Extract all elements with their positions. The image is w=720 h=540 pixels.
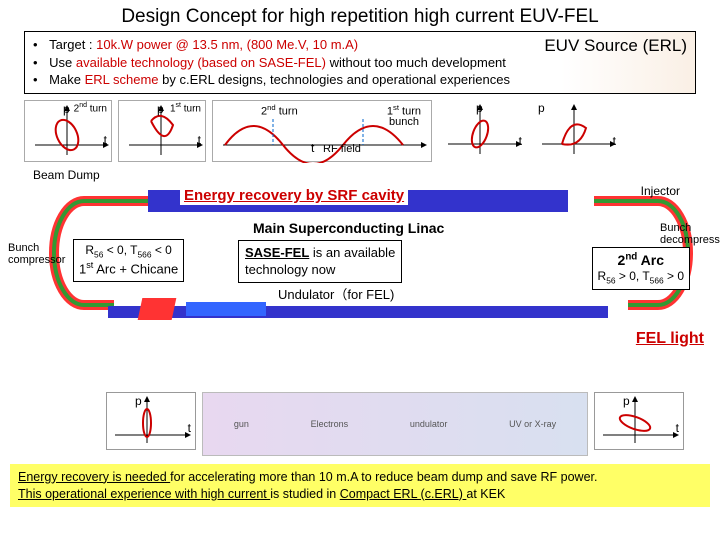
bullet-3: Make ERL scheme by c.ERL designs, techno… — [33, 71, 687, 89]
page-title: Design Concept for high repetition high … — [0, 0, 720, 31]
bullet-1b: 10k.W power @ 13.5 nm, (800 Me.V, 10 m.A… — [96, 37, 358, 52]
bunch-decompressor-label: Bunch decompressor — [660, 222, 712, 246]
bullet-2a: Use — [49, 55, 76, 70]
arc1-title: 1st Arc + Chicane — [79, 260, 178, 278]
footer-l1: Energy recovery is needed for accelerati… — [18, 469, 702, 486]
rf-2nd: 2nd turn — [261, 103, 298, 118]
footer-box: Energy recovery is needed for accelerati… — [10, 464, 710, 508]
pt-axes-icon — [107, 393, 197, 451]
axis-t: t — [198, 133, 201, 147]
undulator-label: Undulator（for FEL) — [278, 284, 394, 303]
chicane-icon — [138, 298, 177, 320]
pt-label-1: 1st turn — [170, 102, 201, 114]
sase-l2: technology now — [245, 261, 395, 279]
injector-label: Injector — [641, 184, 680, 198]
axis-p: p — [476, 101, 483, 115]
arrow-bar — [186, 302, 266, 316]
fel-light-label: FEL light — [636, 330, 704, 348]
arc2-title: 2nd Arc — [598, 251, 684, 269]
bottom-row: p t gun Electrons undulator UV or X-ray … — [10, 392, 710, 456]
axis-p: p — [538, 101, 545, 115]
bullet-3b: ERL scheme — [85, 72, 159, 87]
pt-bottom-left: p t — [106, 392, 196, 450]
sase-box: SASE-FEL is an available technology now — [238, 240, 402, 283]
pt-label-2: 2nd turn — [74, 102, 107, 114]
pt-plot-1st: p t 1st turn — [118, 100, 206, 162]
axis-t: t — [188, 421, 191, 435]
axis-p: p — [623, 394, 630, 408]
source-label: EUV Source (ERL) — [544, 36, 687, 56]
bullet-2c: without too much development — [326, 55, 506, 70]
gun-schematic: gun Electrons undulator UV or X-ray — [202, 392, 588, 456]
und-lbl: undulator — [410, 419, 448, 429]
sase-l1: SASE-FEL is an available — [245, 244, 395, 262]
bullet-1a: Target : — [49, 37, 96, 52]
bullet-2: Use available technology (based on SASE-… — [33, 54, 687, 72]
axis-p: p — [63, 102, 70, 116]
axis-t: t — [613, 134, 616, 148]
axis-t: t — [311, 141, 314, 155]
layout-diagram: Beam Dump Injector Bunch compressor Bunc… — [8, 162, 712, 392]
arc1-r56: R56 < 0, T566 < 0 — [79, 243, 178, 260]
energy-recovery-label: Energy recovery by SRF cavity — [180, 186, 408, 205]
axis-p: p — [135, 394, 142, 408]
pt-plot-right-1: p t — [438, 100, 526, 162]
axis-t: t — [676, 421, 679, 435]
rf-plot: 2nd turn 1st turn bunch RF field t — [212, 100, 432, 162]
rf-field: RF field — [323, 143, 361, 155]
arc1-box: R56 < 0, T566 < 0 1st Arc + Chicane — [73, 239, 184, 283]
axis-t: t — [519, 134, 522, 148]
bunch-compressor-label: Bunch compressor — [8, 242, 58, 266]
rf-bunch: bunch — [389, 116, 419, 128]
bullet-3a: Make — [49, 72, 84, 87]
gun-lbl: gun — [234, 419, 249, 429]
pt-axes-icon — [532, 100, 620, 162]
uv-lbl: UV or X-ray — [509, 419, 556, 429]
axis-t: t — [104, 133, 107, 147]
pt-axes-icon — [595, 393, 685, 451]
bullet-2b: available technology (based on SASE-FEL) — [76, 55, 326, 70]
elec-lbl: Electrons — [311, 419, 349, 429]
arc2-box: 2nd Arc R56 > 0, T566 > 0 — [592, 247, 690, 291]
beam-dump-label: Beam Dump — [33, 168, 100, 182]
pt-bottom-right: p t — [594, 392, 684, 450]
pt-plot-2nd: p t 2nd turn — [24, 100, 112, 162]
undulator-bar — [108, 306, 608, 318]
pt-plot-right-2: p t — [532, 100, 620, 162]
target-box: EUV Source (ERL) Target : 10k.W power @ … — [24, 31, 696, 94]
phase-plots-row: p t 2nd turn p t 1st turn 2nd turn 1st t… — [24, 100, 696, 162]
footer-l2: This operational experience with high cu… — [18, 486, 702, 503]
axis-p: p — [157, 102, 164, 116]
main-linac-label: Main Superconducting Linac — [253, 220, 444, 236]
arc2-r56: R56 > 0, T566 > 0 — [598, 269, 684, 286]
bullet-3c: by c.ERL designs, technologies and opera… — [159, 72, 510, 87]
